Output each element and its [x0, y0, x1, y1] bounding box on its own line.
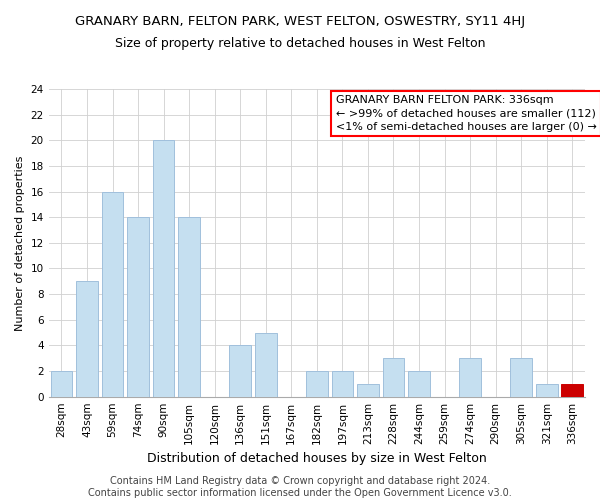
Bar: [255, 332, 277, 396]
Bar: [562, 384, 583, 396]
Bar: [357, 384, 379, 396]
Y-axis label: Number of detached properties: Number of detached properties: [15, 155, 25, 330]
Bar: [127, 217, 149, 396]
Text: GRANARY BARN FELTON PARK: 336sqm
← >99% of detached houses are smaller (112)
<1%: GRANARY BARN FELTON PARK: 336sqm ← >99% …: [335, 95, 596, 132]
Bar: [383, 358, 404, 397]
Bar: [332, 371, 353, 396]
Bar: [101, 192, 124, 396]
Bar: [76, 282, 98, 397]
Bar: [408, 371, 430, 396]
Text: Size of property relative to detached houses in West Felton: Size of property relative to detached ho…: [115, 38, 485, 51]
Bar: [153, 140, 175, 396]
X-axis label: Distribution of detached houses by size in West Felton: Distribution of detached houses by size …: [147, 452, 487, 465]
Bar: [510, 358, 532, 397]
Bar: [459, 358, 481, 397]
Bar: [306, 371, 328, 396]
Bar: [229, 346, 251, 397]
Text: GRANARY BARN, FELTON PARK, WEST FELTON, OSWESTRY, SY11 4HJ: GRANARY BARN, FELTON PARK, WEST FELTON, …: [75, 15, 525, 28]
Bar: [50, 371, 72, 396]
Bar: [536, 384, 557, 396]
Bar: [178, 217, 200, 396]
Text: Contains HM Land Registry data © Crown copyright and database right 2024.
Contai: Contains HM Land Registry data © Crown c…: [88, 476, 512, 498]
